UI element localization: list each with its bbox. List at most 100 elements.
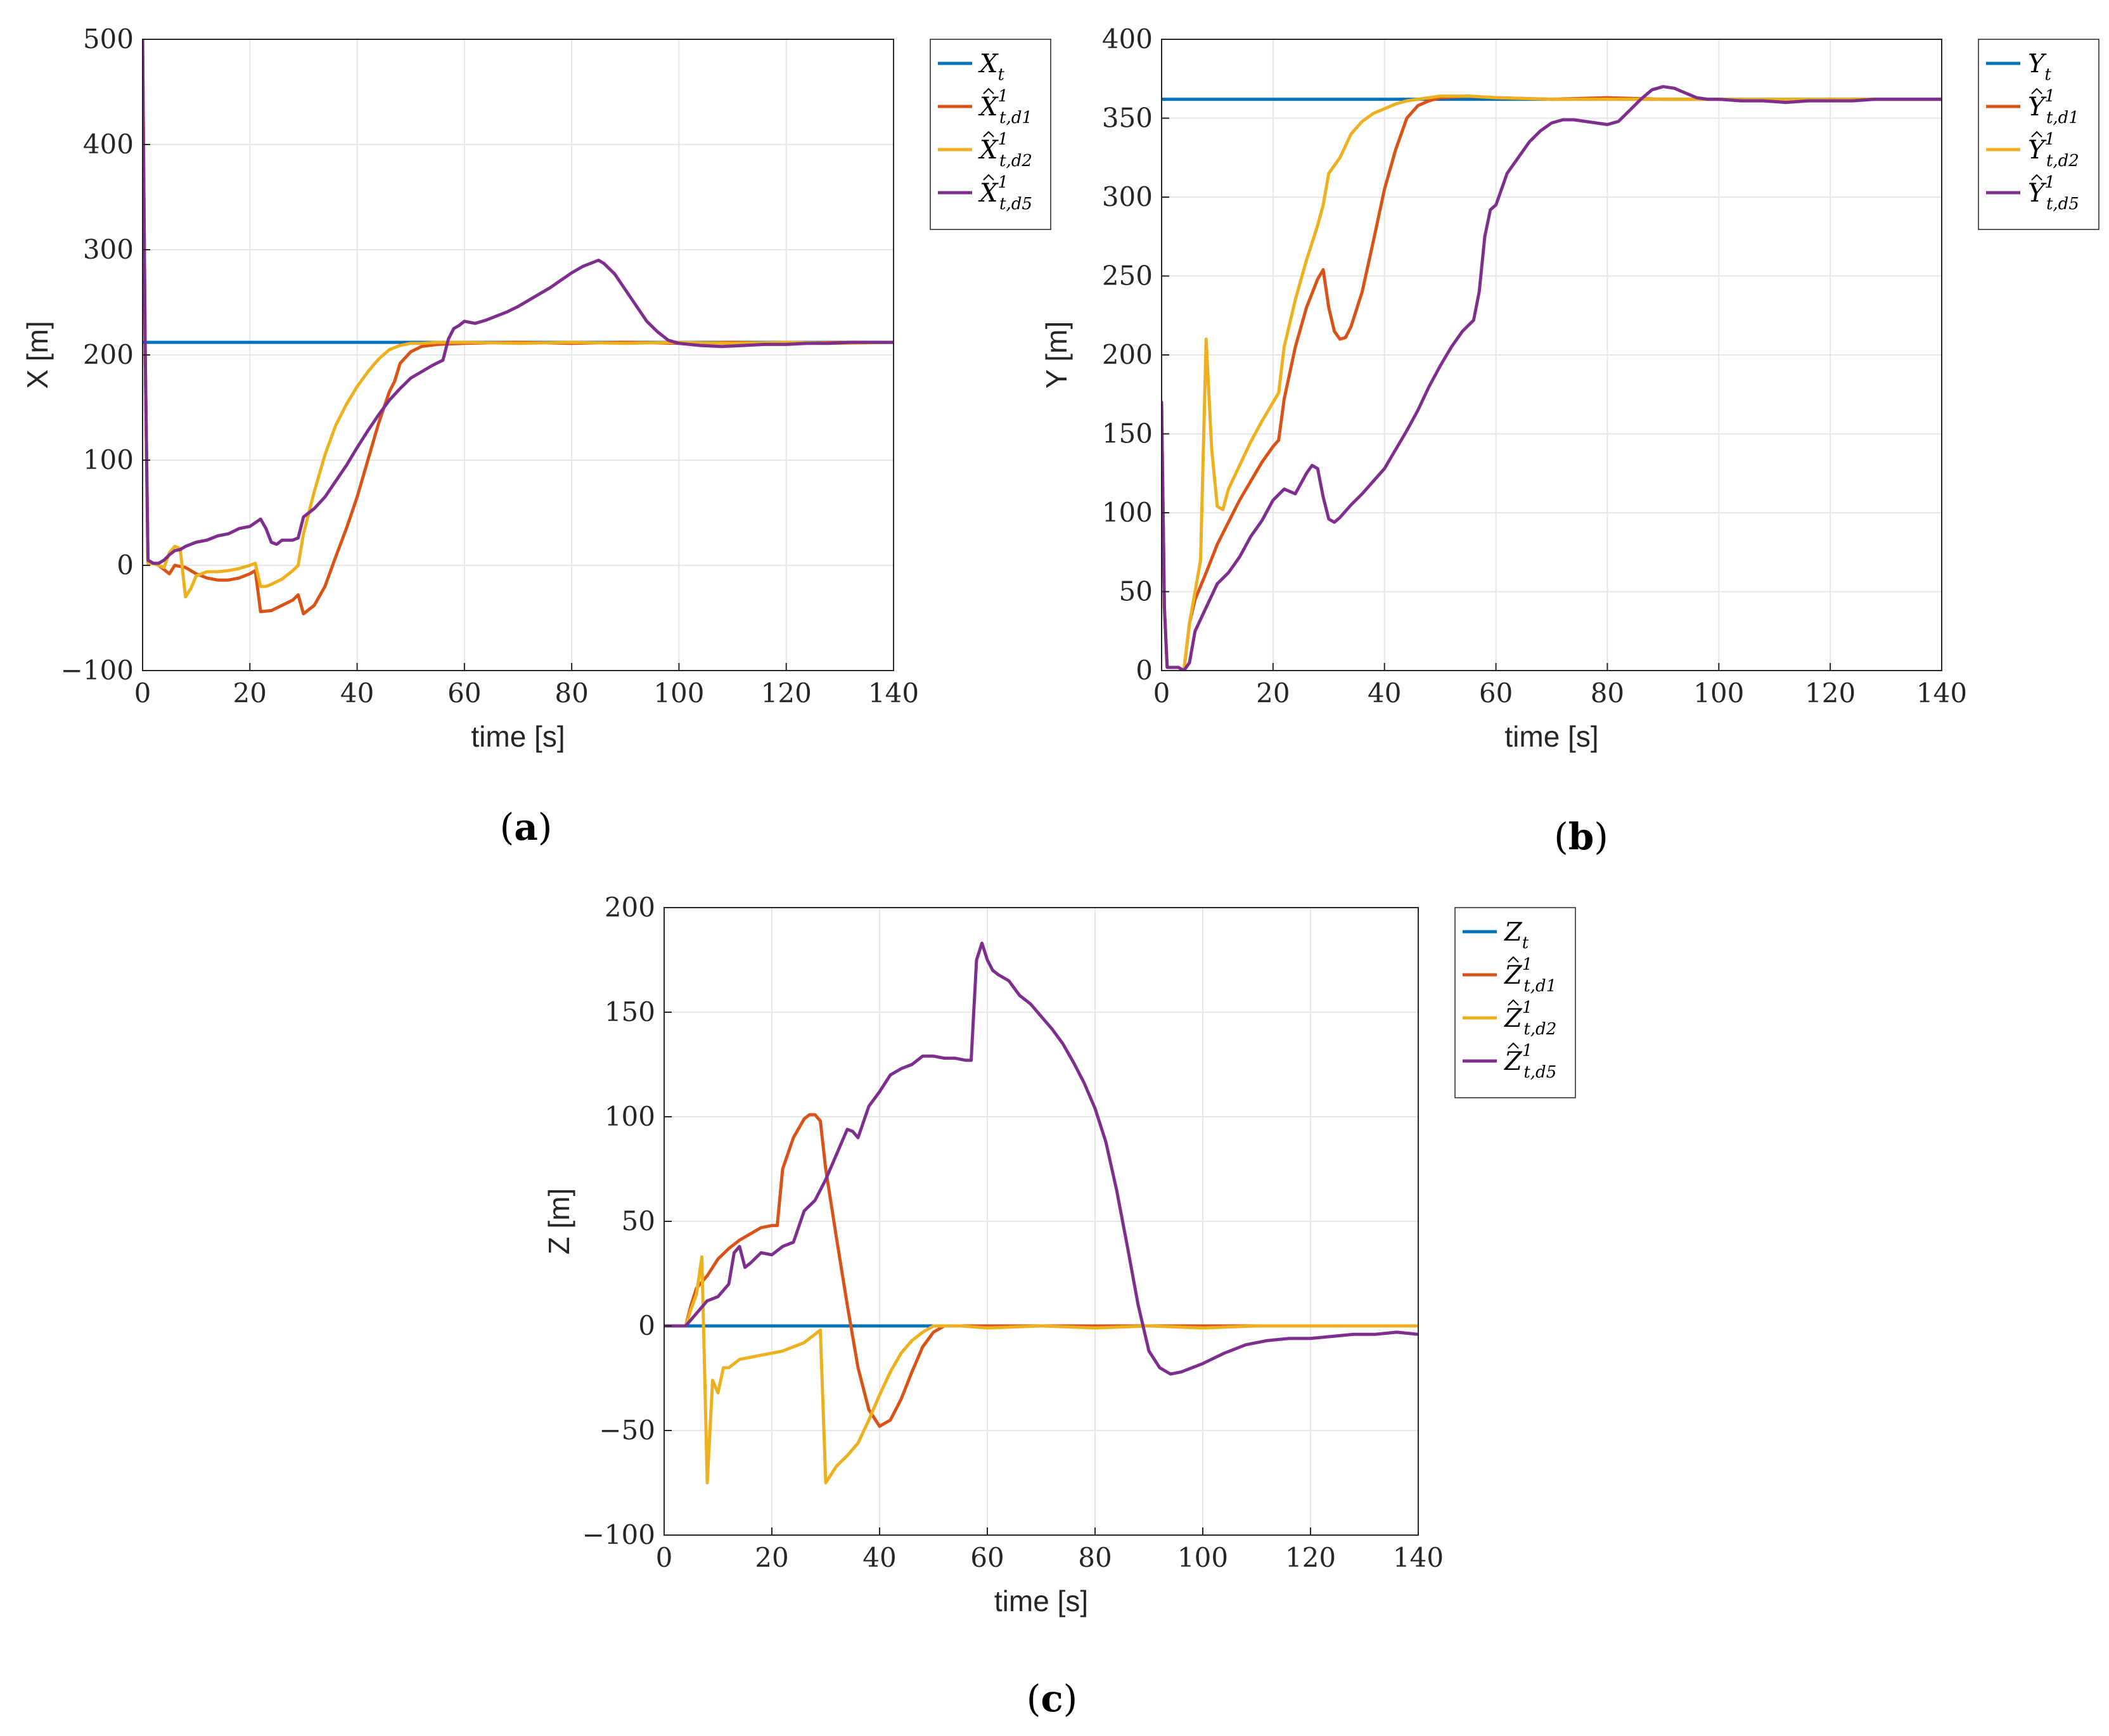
x-tick-label: 60 xyxy=(970,1542,1004,1573)
legend-entry: X1 t,d1 xyxy=(978,87,1032,127)
hat-accent-icon xyxy=(1508,956,1519,963)
legend-superscript: 1 xyxy=(1522,955,1533,974)
panel-a: 0 20 40 60 80 100 120 140−1000100200300400500ti… xyxy=(21,23,1051,849)
panel-caption: (b) xyxy=(1554,815,1608,858)
x-tick-label: 40 xyxy=(340,678,374,709)
legend-symbol: Z xyxy=(1503,1004,1523,1033)
legend-subscript: t,d2 xyxy=(999,151,1032,170)
legend-symbol: Y xyxy=(2028,93,2047,122)
x-axis-label: time [s] xyxy=(1504,720,1598,753)
x-tick-label: 80 xyxy=(554,678,588,709)
legend-entry: Zt xyxy=(1503,918,1529,953)
caption-letter: c xyxy=(1041,1677,1063,1720)
y-tick-label: 200 xyxy=(83,339,134,370)
legend-symbol: X xyxy=(978,179,999,208)
caption-open: ( xyxy=(500,806,515,849)
series-group xyxy=(1162,85,1942,671)
y-tick-label: 100 xyxy=(605,1101,655,1132)
legend-entry: Y1 t,d5 xyxy=(2028,173,2079,214)
y-tick-label: 200 xyxy=(1102,339,1153,370)
x-tick-label: 60 xyxy=(1479,678,1513,709)
legend-entry: Y1 t,d1 xyxy=(2028,87,2079,127)
hat-accent-icon xyxy=(2031,87,2042,94)
y-tick-label: 300 xyxy=(83,234,134,265)
legend-subscript: t xyxy=(997,65,1004,84)
hat-accent-icon xyxy=(2031,174,2042,181)
x-tick-label: 0 xyxy=(1153,678,1170,709)
y-tick-label: −50 xyxy=(599,1415,655,1446)
y-tick-label: 400 xyxy=(83,129,134,160)
series-line-d2 xyxy=(1162,94,1942,671)
y-axis-label: Y [m] xyxy=(1040,321,1073,389)
legend-superscript: 1 xyxy=(997,130,1008,149)
caption-close: ) xyxy=(1594,815,1608,858)
series-group xyxy=(143,39,894,615)
legend-entry: Y1 t,d2 xyxy=(2028,130,2079,170)
series-line-d5 xyxy=(143,39,894,565)
legend-symbol: X xyxy=(978,136,999,165)
legend-symbol: Z xyxy=(1503,918,1523,947)
x-tick-label: 0 xyxy=(134,678,151,709)
y-tick-label: 150 xyxy=(605,996,655,1027)
x-tick-label: 20 xyxy=(1256,678,1290,709)
legend-superscript: 1 xyxy=(997,173,1008,192)
y-axis-label: Z [m] xyxy=(542,1188,575,1255)
y-tick-label: 100 xyxy=(1102,497,1153,528)
hat-accent-icon xyxy=(1508,999,1519,1006)
caption-letter: b xyxy=(1568,815,1594,858)
legend-superscript: 1 xyxy=(1522,1041,1533,1060)
legend-subscript: t xyxy=(2044,65,2051,84)
legend-symbol: Y xyxy=(2028,49,2047,79)
hat-accent-icon xyxy=(983,87,994,94)
y-tick-label: 0 xyxy=(117,550,134,581)
y-tick-label: 300 xyxy=(1102,181,1153,212)
legend-symbol: X xyxy=(978,93,999,122)
y-tick-label: 150 xyxy=(1102,418,1153,449)
y-tick-label: −100 xyxy=(61,655,134,686)
x-tick-label: 100 xyxy=(653,678,704,709)
legend-subscript: t,d1 xyxy=(999,108,1032,127)
caption-open: ( xyxy=(1554,815,1568,858)
legend-entry: Yt xyxy=(2028,49,2051,84)
x-tick-label: 0 xyxy=(656,1542,673,1573)
x-tick-label: 40 xyxy=(862,1542,896,1573)
x-axis-label: time [s] xyxy=(471,720,565,753)
x-tick-label: 120 xyxy=(1285,1542,1336,1573)
x-axis-label: time [s] xyxy=(994,1585,1088,1617)
series-line-d5 xyxy=(664,941,1418,1376)
series-line-d5 xyxy=(1162,85,1942,671)
y-tick-label: 100 xyxy=(83,444,134,475)
legend-superscript: 1 xyxy=(1522,998,1533,1017)
x-tick-label: 120 xyxy=(1805,678,1856,709)
y-tick-label: 350 xyxy=(1102,103,1153,134)
series-line-d2 xyxy=(664,1255,1418,1484)
legend-entry: Z1 t,d5 xyxy=(1503,1041,1556,1082)
legend-subscript: t,d1 xyxy=(2046,108,2079,127)
legend-symbol: Z xyxy=(1503,1047,1523,1076)
legend-entry: Z1 t,d1 xyxy=(1503,955,1556,996)
legend-subscript: t,d5 xyxy=(2046,195,2079,214)
y-tick-label: 0 xyxy=(1136,655,1153,686)
legend-entry: X1 t,d2 xyxy=(978,130,1032,170)
hat-accent-icon xyxy=(2031,131,2042,138)
legend-symbol: Z xyxy=(1503,961,1523,990)
x-tick-label: 100 xyxy=(1177,1542,1228,1573)
y-tick-label: 50 xyxy=(622,1206,655,1237)
legend-symbol: Y xyxy=(2028,179,2047,208)
legend-entry: Z1 t,d2 xyxy=(1503,998,1556,1039)
series-line-d2 xyxy=(143,39,894,599)
legend-symbol: Y xyxy=(2028,136,2047,165)
y-tick-label: 500 xyxy=(83,23,134,55)
y-tick-label: 400 xyxy=(1102,23,1153,55)
series-group xyxy=(664,941,1418,1484)
x-tick-label: 120 xyxy=(761,678,812,709)
x-tick-label: 140 xyxy=(868,678,919,709)
legend-subscript: t,d1 xyxy=(1523,977,1556,996)
legend-subscript: t,d5 xyxy=(1523,1063,1556,1082)
x-tick-label: 140 xyxy=(1393,1542,1444,1573)
x-tick-label: 20 xyxy=(755,1542,788,1573)
hat-accent-icon xyxy=(1508,1042,1519,1049)
y-tick-label: 250 xyxy=(1102,260,1153,292)
y-tick-label: −100 xyxy=(582,1519,655,1550)
